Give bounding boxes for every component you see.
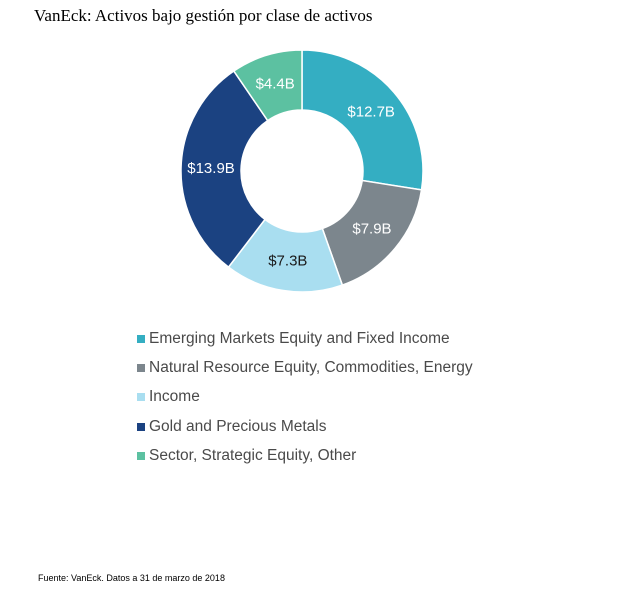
legend-swatch (137, 393, 145, 402)
chart-title: VanEck: Activos bajo gestión por clase d… (34, 6, 373, 25)
legend-item-income: Income (137, 383, 473, 412)
slice-label-emerging-markets-equity-and-fixed-income: $12.7B (347, 103, 395, 120)
chart-legend: Emerging Markets Equity and Fixed Income… (137, 324, 473, 470)
source-footnote: Fuente: VanEck. Datos a 31 de marzo de 2… (38, 573, 225, 583)
donut-chart: $12.7B $7.9B $7.3B $13.9B $4.4B (180, 49, 424, 293)
legend-label: Gold and Precious Metals (149, 417, 327, 435)
slice-emerging-markets-equity-and-fixed-income (301, 49, 424, 191)
legend-label: Natural Resource Equity, Commodities, En… (149, 358, 473, 376)
legend-swatch (137, 422, 145, 431)
legend-label: Emerging Markets Equity and Fixed Income (149, 329, 450, 347)
slice-label-income: $7.3B (268, 252, 307, 269)
slice-label-gold-and-precious-metals: $13.9B (187, 160, 235, 177)
slice-sector-strategic-equity-other (232, 49, 303, 122)
legend-item-natural-resource-equity-commodities-energy: Natural Resource Equity, Commodities, En… (137, 353, 473, 382)
donut-slices (180, 49, 424, 293)
legend-swatch (137, 334, 145, 343)
legend-item-gold-and-precious-metals: Gold and Precious Metals (137, 412, 473, 441)
slice-label-sector-strategic-equity-other: $4.4B (256, 76, 295, 93)
slice-label-natural-resource-equity-commodities-energy: $7.9B (352, 221, 391, 238)
legend-label: Sector, Strategic Equity, Other (149, 446, 357, 464)
legend-item-emerging-markets-equity-and-fixed-income: Emerging Markets Equity and Fixed Income (137, 324, 473, 353)
legend-item-sector-strategic-equity-other: Sector, Strategic Equity, Other (137, 441, 473, 470)
donut-slice-labels: $12.7B $7.9B $7.3B $13.9B $4.4B (187, 76, 395, 270)
slice-gold-and-precious-metals (180, 69, 269, 269)
legend-swatch (137, 451, 145, 460)
legend-label: Income (149, 388, 200, 406)
legend-swatch (137, 363, 145, 372)
